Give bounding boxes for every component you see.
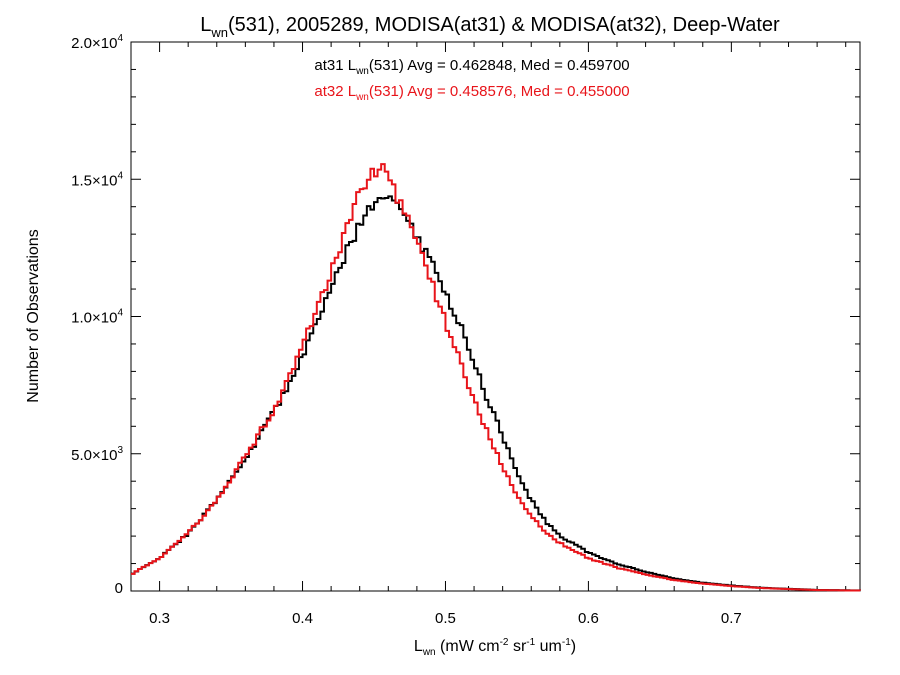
series-line-at32 bbox=[131, 163, 861, 592]
x-axis-label: Lwn (mW cm-2 sr-1 um-1) bbox=[414, 637, 576, 658]
chart-title: Lwn(531), 2005289, MODISA(at31) & MODISA… bbox=[200, 14, 780, 40]
y-tick-label: 1.0×104 bbox=[71, 308, 123, 327]
x-tick-label: 0.7 bbox=[721, 610, 742, 627]
x-tick-label: 0.6 bbox=[578, 610, 599, 627]
plot-frame bbox=[130, 41, 861, 592]
title-subscript: wn bbox=[210, 25, 228, 40]
axis-ticks: 0.3 0.4 0.5 0.6 0.7 0 5.0×103 1.0×104 1.5×104 2.0… bbox=[71, 33, 860, 627]
x-tick-label: 0.4 bbox=[292, 610, 313, 627]
title-main: L bbox=[200, 14, 211, 36]
annotation-at31: at31 Lwn(531) Avg = 0.462848, Med = 0.45… bbox=[314, 57, 629, 77]
y-tick-label: 5.0×103 bbox=[71, 445, 123, 464]
x-tick-label: 0.5 bbox=[435, 610, 456, 627]
annotation-at32: at32 Lwn(531) Avg = 0.458576, Med = 0.45… bbox=[314, 83, 629, 103]
y-tick-label: 2.0×104 bbox=[71, 33, 123, 52]
y-axis-label: Number of Observations bbox=[25, 229, 42, 402]
series-layer bbox=[131, 163, 861, 592]
y-tick-label: 1.5×104 bbox=[71, 170, 123, 189]
series-line-at31 bbox=[131, 195, 861, 592]
title-rest: (531), 2005289, MODISA(at31) & MODISA(at… bbox=[228, 14, 780, 36]
y-tick-label: 0 bbox=[115, 580, 123, 597]
x-tick-label: 0.3 bbox=[149, 610, 170, 627]
